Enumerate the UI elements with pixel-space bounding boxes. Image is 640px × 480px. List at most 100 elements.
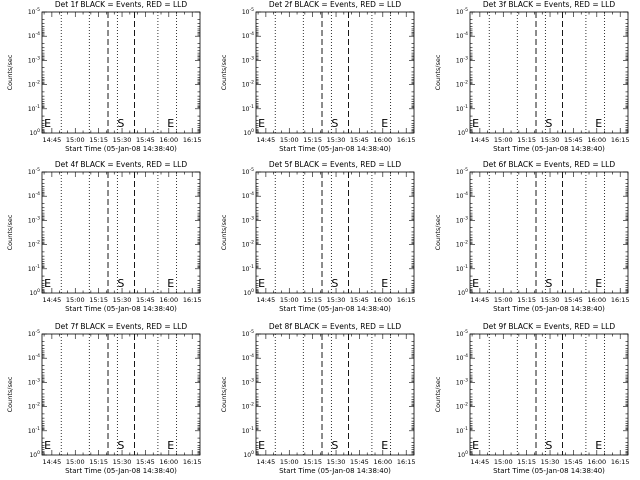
event-annotation: S — [117, 277, 124, 290]
panel-title: Det 8f BLACK = Events, RED = LLD — [269, 322, 402, 331]
panel-title: Det 6f BLACK = Events, RED = LLD — [483, 160, 616, 169]
x-tick-label: 15:15 — [89, 296, 108, 304]
plot-frame — [255, 333, 415, 456]
event-annotation: E — [44, 439, 51, 452]
x-tick-label: 15:00 — [280, 136, 299, 144]
y-tick-label: 10-3 — [28, 55, 40, 64]
panel-title: Det 9f BLACK = Events, RED = LLD — [483, 322, 616, 331]
detector-panel: Det 9f BLACK = Events, RED = LLD 100 10-1 1… — [434, 322, 630, 475]
x-tick-label: 16:15 — [183, 136, 202, 144]
event-annotation: E — [258, 439, 265, 452]
y-tick-label: 100 — [457, 450, 468, 459]
x-tick-label: 16:00 — [373, 296, 392, 304]
y-tick-label: 10-2 — [242, 240, 254, 249]
event-annotation: S — [331, 117, 338, 130]
detector-panel: Det 8f BLACK = Events, RED = LLD 100 10-1 1… — [220, 322, 416, 475]
y-tick-label: 10-3 — [456, 55, 468, 64]
x-tick-label: 16:15 — [183, 458, 202, 466]
x-tick-label: 14:45 — [471, 296, 490, 304]
y-axis-label: Counts/sec — [434, 54, 442, 90]
y-tick-label: 100 — [29, 288, 40, 297]
detector-panel: Det 1f BLACK = Events, RED = LLD 100 10-1 1… — [6, 0, 202, 153]
plot-frame — [41, 11, 201, 134]
panel-title: Det 1f BLACK = Events, RED = LLD — [55, 0, 188, 9]
y-tick-label: 100 — [243, 128, 254, 137]
x-tick-label: 16:00 — [159, 458, 178, 466]
y-axis-label: Counts/sec — [6, 214, 14, 250]
event-annotation: E — [595, 439, 602, 452]
x-tick-label: 16:15 — [397, 136, 416, 144]
x-axis-label: Start Time (05-Jan-08 14:38:40) — [65, 145, 177, 153]
x-tick-label: 14:45 — [257, 296, 276, 304]
y-tick-label: 100 — [457, 288, 468, 297]
x-tick-label: 15:45 — [564, 458, 583, 466]
x-axis-label: Start Time (05-Jan-08 14:38:40) — [279, 145, 391, 153]
y-tick-label: 10-1 — [28, 104, 40, 113]
x-tick-label: 16:00 — [587, 458, 606, 466]
event-annotation: E — [44, 277, 51, 290]
x-tick-label: 14:45 — [257, 458, 276, 466]
event-annotation: E — [595, 117, 602, 130]
x-tick-label: 15:00 — [494, 458, 513, 466]
x-axis-label: Start Time (05-Jan-08 14:38:40) — [493, 467, 605, 475]
x-tick-label: 15:30 — [327, 296, 346, 304]
event-annotation: E — [595, 277, 602, 290]
x-tick-label: 15:30 — [327, 458, 346, 466]
x-tick-label: 15:45 — [350, 458, 369, 466]
plot-frame — [41, 171, 201, 294]
y-tick-label: 10-4 — [28, 191, 40, 200]
event-annotation: S — [117, 117, 124, 130]
x-tick-label: 15:15 — [89, 136, 108, 144]
x-axis-label: Start Time (05-Jan-08 14:38:40) — [65, 305, 177, 313]
y-tick-label: 10-3 — [456, 377, 468, 386]
panel-title: Det 4f BLACK = Events, RED = LLD — [55, 160, 188, 169]
event-annotation: S — [117, 439, 124, 452]
x-tick-label: 15:15 — [303, 458, 322, 466]
y-tick-label: 10-5 — [28, 167, 40, 176]
y-axis-label: Counts/sec — [6, 376, 14, 412]
y-tick-label: 10-5 — [456, 167, 468, 176]
y-tick-label: 10-1 — [242, 264, 254, 273]
x-tick-label: 16:00 — [373, 136, 392, 144]
y-tick-label: 10-2 — [28, 240, 40, 249]
y-tick-label: 100 — [29, 128, 40, 137]
x-tick-label: 15:00 — [66, 458, 85, 466]
panel-title: Det 3f BLACK = Events, RED = LLD — [483, 0, 616, 9]
x-tick-label: 16:15 — [397, 296, 416, 304]
y-axis-label: Counts/sec — [434, 214, 442, 250]
y-axis-label: Counts/sec — [434, 376, 442, 412]
y-tick-label: 10-2 — [456, 240, 468, 249]
x-tick-label: 15:00 — [280, 296, 299, 304]
y-tick-label: 10-4 — [242, 353, 254, 362]
y-tick-label: 10-1 — [28, 264, 40, 273]
y-tick-label: 10-2 — [456, 402, 468, 411]
y-tick-label: 10-4 — [456, 31, 468, 40]
event-annotation: E — [472, 117, 479, 130]
event-annotation: E — [167, 277, 174, 290]
y-tick-label: 10-1 — [456, 104, 468, 113]
y-axis-label: Counts/sec — [220, 376, 228, 412]
y-tick-label: 100 — [243, 450, 254, 459]
y-tick-label: 10-3 — [242, 377, 254, 386]
x-tick-label: 15:15 — [303, 296, 322, 304]
event-annotation: E — [258, 277, 265, 290]
x-axis-label: Start Time (05-Jan-08 14:38:40) — [493, 305, 605, 313]
y-tick-label: 10-4 — [28, 31, 40, 40]
y-tick-label: 10-5 — [28, 7, 40, 16]
x-tick-label: 15:30 — [541, 458, 560, 466]
x-tick-label: 15:15 — [89, 458, 108, 466]
y-tick-label: 10-2 — [456, 80, 468, 89]
plot-frame — [255, 11, 415, 134]
x-axis-label: Start Time (05-Jan-08 14:38:40) — [279, 467, 391, 475]
event-annotation: E — [381, 277, 388, 290]
x-tick-label: 16:00 — [159, 136, 178, 144]
plot-frame — [469, 11, 629, 134]
x-tick-label: 14:45 — [471, 136, 490, 144]
y-tick-label: 10-4 — [28, 353, 40, 362]
x-tick-label: 15:00 — [66, 136, 85, 144]
panel-title: Det 2f BLACK = Events, RED = LLD — [269, 0, 402, 9]
x-tick-label: 14:45 — [43, 458, 62, 466]
event-annotation: S — [331, 439, 338, 452]
x-tick-label: 15:15 — [517, 136, 536, 144]
